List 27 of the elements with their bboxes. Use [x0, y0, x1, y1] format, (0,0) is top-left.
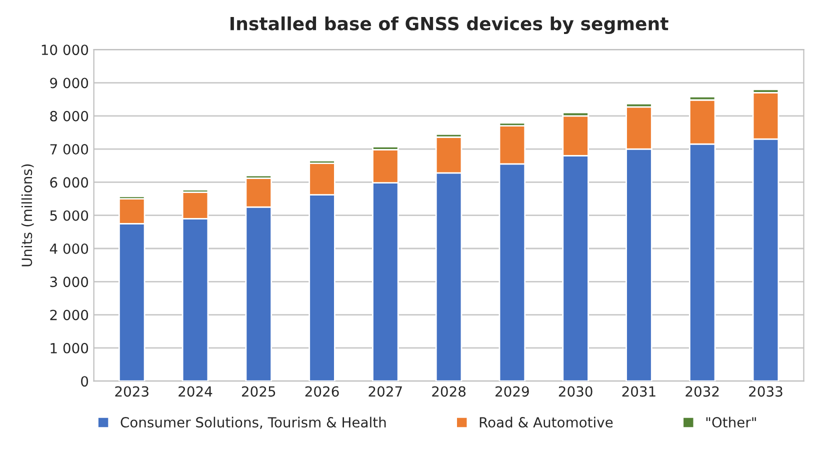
legend-label: Road & Automotive [480, 416, 613, 428]
y-axis-title: Units (millions) [21, 164, 34, 266]
x-tick-label: 2026 [305, 386, 339, 397]
legend-label: "Other" [706, 416, 756, 428]
y-tick-label: 5 000 [50, 210, 88, 221]
y-tick-label: 6 000 [50, 177, 88, 188]
x-tick-label: 2031 [622, 386, 656, 397]
x-tick-label: 2027 [368, 386, 402, 397]
y-tick-label: 3 000 [50, 276, 88, 288]
y-tick-label: 9 000 [50, 78, 88, 88]
x-tick-label: 2025 [242, 386, 276, 397]
x-tick-label: 2033 [749, 386, 782, 397]
x-tick-label: 2030 [558, 386, 592, 397]
y-tick-label: 2 000 [50, 310, 88, 320]
chart-title: Installed base of GNSS devices by segment [230, 16, 668, 34]
y-tick-label: 10 000 [42, 44, 88, 56]
x-tick-label: 2023 [115, 386, 148, 397]
x-tick-label: 2032 [686, 386, 719, 397]
y-tick-label: 1 000 [50, 342, 88, 354]
y-tick-label: 4 000 [50, 243, 88, 254]
y-tick-label: 7 000 [50, 144, 88, 155]
x-tick-label: 2028 [432, 386, 466, 397]
x-tick-label: 2029 [496, 386, 529, 397]
x-tick-label: 2024 [178, 386, 212, 397]
y-tick-label: 0 [81, 376, 88, 387]
y-tick-label: 8 000 [50, 110, 88, 122]
legend-label: Consumer Solutions, Tourism & Health [120, 416, 386, 429]
